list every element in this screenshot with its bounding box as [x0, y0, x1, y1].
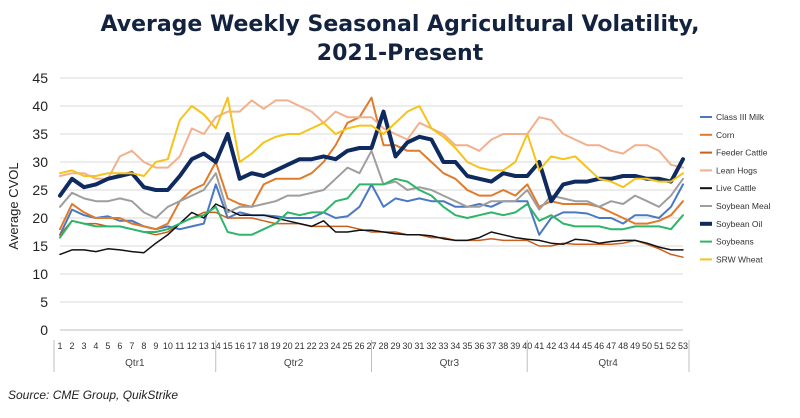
x-tick-label: 46: [594, 341, 604, 351]
quarter-label: Qtr4: [598, 358, 618, 369]
x-tick-label: 1: [57, 341, 62, 351]
legend-label: Soybeans: [716, 237, 754, 247]
x-tick-label: 50: [642, 341, 652, 351]
chart-title-line2: 2021-Present: [316, 41, 484, 66]
x-tick-label: 48: [618, 341, 628, 351]
legend-label: SRW Wheat: [716, 254, 763, 264]
x-tick-label: 12: [187, 341, 197, 351]
x-tick-label: 29: [390, 341, 400, 351]
x-tick-label: 5: [105, 341, 110, 351]
x-tick-label: 21: [295, 341, 305, 351]
x-tick-label: 42: [546, 341, 556, 351]
y-tick-label: 10: [32, 266, 48, 282]
x-tick-label: 44: [570, 341, 580, 351]
x-tick-label: 45: [582, 341, 592, 351]
y-axis-ticks: 0 5 10 15 20 25 30 35 40 45: [32, 70, 48, 338]
chart-title-line1: Average Weekly Seasonal Agricultural Vol…: [100, 12, 700, 37]
x-tick-label: 41: [534, 341, 544, 351]
x-tick-label: 16: [235, 341, 245, 351]
x-tick-label: 30: [402, 341, 412, 351]
x-tick-label: 10: [163, 341, 173, 351]
x-tick-label: 53: [678, 341, 688, 351]
x-tick-label: 22: [307, 341, 317, 351]
quarter-label: Qtr2: [284, 358, 304, 369]
y-tick-label: 30: [32, 154, 48, 170]
series-line: [58, 109, 685, 204]
x-tick-label: 47: [606, 341, 616, 351]
y-tick-label: 20: [32, 210, 48, 226]
legend-label: Lean Hogs: [716, 165, 757, 175]
y-tick-label: 5: [40, 294, 48, 310]
x-tick-label: 18: [259, 341, 269, 351]
x-tick-label: 24: [331, 341, 341, 351]
x-tick-label: 35: [462, 341, 472, 351]
y-tick-label: 25: [32, 182, 48, 198]
series-line: [59, 96, 684, 189]
y-tick-label: 40: [32, 98, 48, 114]
quarter-axis: Qtr1 Qtr2 Qtr3 Qtr4: [53, 340, 690, 372]
legend-label: Class III Milk: [716, 112, 765, 122]
series-line: [59, 96, 684, 231]
legend-label: Corn: [716, 130, 735, 140]
x-tick-label: 15: [223, 341, 233, 351]
x-tick-label: 36: [474, 341, 484, 351]
y-tick-label: 45: [32, 70, 48, 86]
x-tick-label: 13: [199, 341, 209, 351]
x-tick-label: 3: [81, 341, 86, 351]
x-tick-label: 39: [510, 341, 520, 351]
x-tick-label: 17: [247, 341, 257, 351]
x-tick-label: 9: [153, 341, 158, 351]
series-line: [59, 211, 684, 258]
quarter-label: Qtr3: [440, 358, 460, 369]
chart-title: Average Weekly Seasonal Agricultural Vol…: [0, 10, 800, 68]
x-tick-label: 26: [355, 341, 365, 351]
legend-label: Live Cattle: [716, 183, 756, 193]
series-line: [59, 203, 684, 256]
x-tick-label: 33: [438, 341, 448, 351]
x-tick-label: 7: [129, 341, 134, 351]
x-tick-label: 19: [271, 341, 281, 351]
series-line: [59, 149, 684, 219]
x-tick-label: 31: [414, 341, 424, 351]
legend: Class III Milk Corn Feeder Cattle Lean Hogs…: [700, 112, 770, 264]
x-tick-label: 28: [378, 341, 388, 351]
x-tick-label: 23: [319, 341, 329, 351]
x-tick-label: 4: [93, 341, 98, 351]
legend-label: Feeder Cattle: [716, 148, 768, 158]
y-tick-label: 0: [40, 322, 48, 338]
x-tick-label: 52: [666, 341, 676, 351]
x-tick-label: 2: [69, 341, 74, 351]
series-line: [59, 99, 684, 180]
x-tick-label: 25: [343, 341, 353, 351]
y-tick-label: 35: [32, 126, 48, 142]
x-tick-label: 32: [426, 341, 436, 351]
x-tick-label: 38: [498, 341, 508, 351]
legend-label: Soybean Meal: [716, 201, 770, 211]
x-tick-label: 51: [654, 341, 664, 351]
x-tick-label: 8: [141, 341, 146, 351]
series-line: [59, 177, 684, 239]
series-lines: [58, 96, 685, 258]
x-tick-label: 49: [630, 341, 640, 351]
source-note: Source: CME Group, QuikStrike: [8, 388, 179, 402]
y-axis-label: Average CVOL: [6, 162, 21, 249]
x-tick-label: 37: [486, 341, 496, 351]
x-tick-label: 20: [283, 341, 293, 351]
x-tick-label: 34: [450, 341, 460, 351]
x-tick-label: 6: [117, 341, 122, 351]
quarter-label: Qtr1: [125, 358, 145, 369]
x-tick-label: 43: [558, 341, 568, 351]
x-axis-ticks: 1 2 3 4 5 6 7 8 9 10 11 12 13 14 15 16 17 18 19 20 21 22 23 24 2…: [57, 341, 688, 351]
x-tick-label: 11: [175, 341, 184, 351]
y-tick-label: 15: [32, 238, 48, 254]
legend-label: Soybean Oil: [716, 219, 762, 229]
